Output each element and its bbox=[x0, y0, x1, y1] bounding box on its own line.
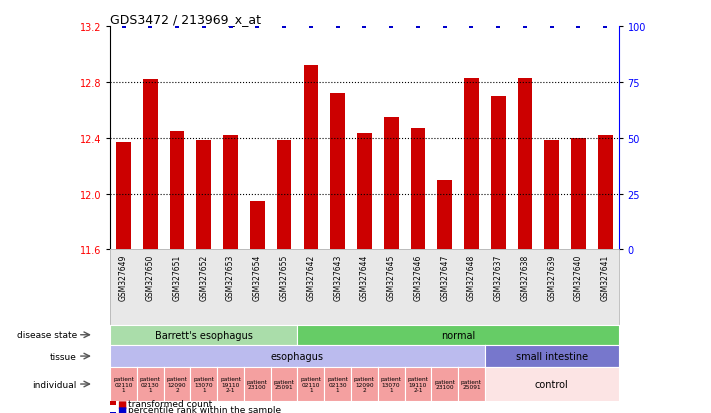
Bar bbox=[357, 134, 372, 250]
Bar bbox=[143, 80, 158, 250]
Text: ■: ■ bbox=[117, 399, 127, 409]
Text: GSM327640: GSM327640 bbox=[574, 254, 583, 300]
Text: patient
25091: patient 25091 bbox=[274, 379, 294, 389]
Text: patient
13070
1: patient 13070 1 bbox=[380, 376, 402, 392]
Bar bbox=[304, 66, 319, 250]
Text: GSM327642: GSM327642 bbox=[306, 254, 316, 300]
Text: GSM327646: GSM327646 bbox=[413, 254, 422, 300]
Text: esophagus: esophagus bbox=[271, 351, 324, 361]
Text: GSM327647: GSM327647 bbox=[440, 254, 449, 300]
Text: GDS3472 / 213969_x_at: GDS3472 / 213969_x_at bbox=[110, 13, 261, 26]
Text: individual: individual bbox=[33, 380, 77, 389]
Text: GSM327652: GSM327652 bbox=[199, 254, 208, 300]
Text: GSM327649: GSM327649 bbox=[119, 254, 128, 300]
Text: Barrett's esophagus: Barrett's esophagus bbox=[155, 330, 253, 340]
Text: GSM327650: GSM327650 bbox=[146, 254, 155, 300]
Bar bbox=[464, 78, 479, 250]
Text: small intestine: small intestine bbox=[515, 351, 588, 361]
Bar bbox=[116, 142, 131, 250]
Bar bbox=[331, 94, 345, 250]
Text: GSM327648: GSM327648 bbox=[467, 254, 476, 300]
Text: patient
02130
1: patient 02130 1 bbox=[140, 376, 161, 392]
Bar bbox=[196, 141, 211, 250]
Text: patient
25091: patient 25091 bbox=[461, 379, 482, 389]
Text: GSM327643: GSM327643 bbox=[333, 254, 342, 300]
Text: patient
12090
2: patient 12090 2 bbox=[166, 376, 188, 392]
Bar bbox=[410, 128, 425, 250]
Bar bbox=[277, 141, 292, 250]
Text: percentile rank within the sample: percentile rank within the sample bbox=[128, 405, 281, 413]
Text: GSM327655: GSM327655 bbox=[279, 254, 289, 300]
Text: GSM327651: GSM327651 bbox=[173, 254, 181, 300]
Text: patient
12090
2: patient 12090 2 bbox=[354, 376, 375, 392]
Text: patient
19110
2-1: patient 19110 2-1 bbox=[220, 376, 241, 392]
Bar bbox=[384, 117, 398, 250]
Text: GSM327641: GSM327641 bbox=[601, 254, 610, 300]
Bar bbox=[571, 138, 586, 250]
Text: patient
02110
1: patient 02110 1 bbox=[113, 376, 134, 392]
Bar bbox=[598, 135, 613, 250]
Bar bbox=[437, 180, 452, 250]
Text: GSM327637: GSM327637 bbox=[493, 254, 503, 300]
Text: transformed count: transformed count bbox=[128, 399, 212, 408]
Bar bbox=[110, 399, 116, 406]
Bar bbox=[223, 135, 238, 250]
Text: GSM327638: GSM327638 bbox=[520, 254, 530, 300]
Text: patient
19110
2-1: patient 19110 2-1 bbox=[407, 376, 428, 392]
Text: patient
23100: patient 23100 bbox=[247, 379, 268, 389]
Text: disease state: disease state bbox=[16, 330, 77, 339]
Text: GSM327644: GSM327644 bbox=[360, 254, 369, 300]
Bar bbox=[491, 97, 506, 250]
Text: GSM327654: GSM327654 bbox=[253, 254, 262, 300]
Bar bbox=[545, 141, 559, 250]
Text: patient
23100: patient 23100 bbox=[434, 379, 455, 389]
Text: GSM327639: GSM327639 bbox=[547, 254, 556, 300]
Text: patient
13070
1: patient 13070 1 bbox=[193, 376, 214, 392]
Text: patient
02110
1: patient 02110 1 bbox=[301, 376, 321, 392]
Text: normal: normal bbox=[441, 330, 475, 340]
Text: GSM327645: GSM327645 bbox=[387, 254, 395, 300]
Bar bbox=[518, 78, 533, 250]
Text: GSM327653: GSM327653 bbox=[226, 254, 235, 300]
Text: control: control bbox=[535, 379, 569, 389]
Bar bbox=[250, 201, 264, 250]
Bar bbox=[110, 412, 116, 413]
Text: patient
02130
1: patient 02130 1 bbox=[327, 376, 348, 392]
Text: tissue: tissue bbox=[50, 352, 77, 361]
Bar bbox=[170, 131, 184, 250]
Text: ■: ■ bbox=[117, 405, 127, 413]
